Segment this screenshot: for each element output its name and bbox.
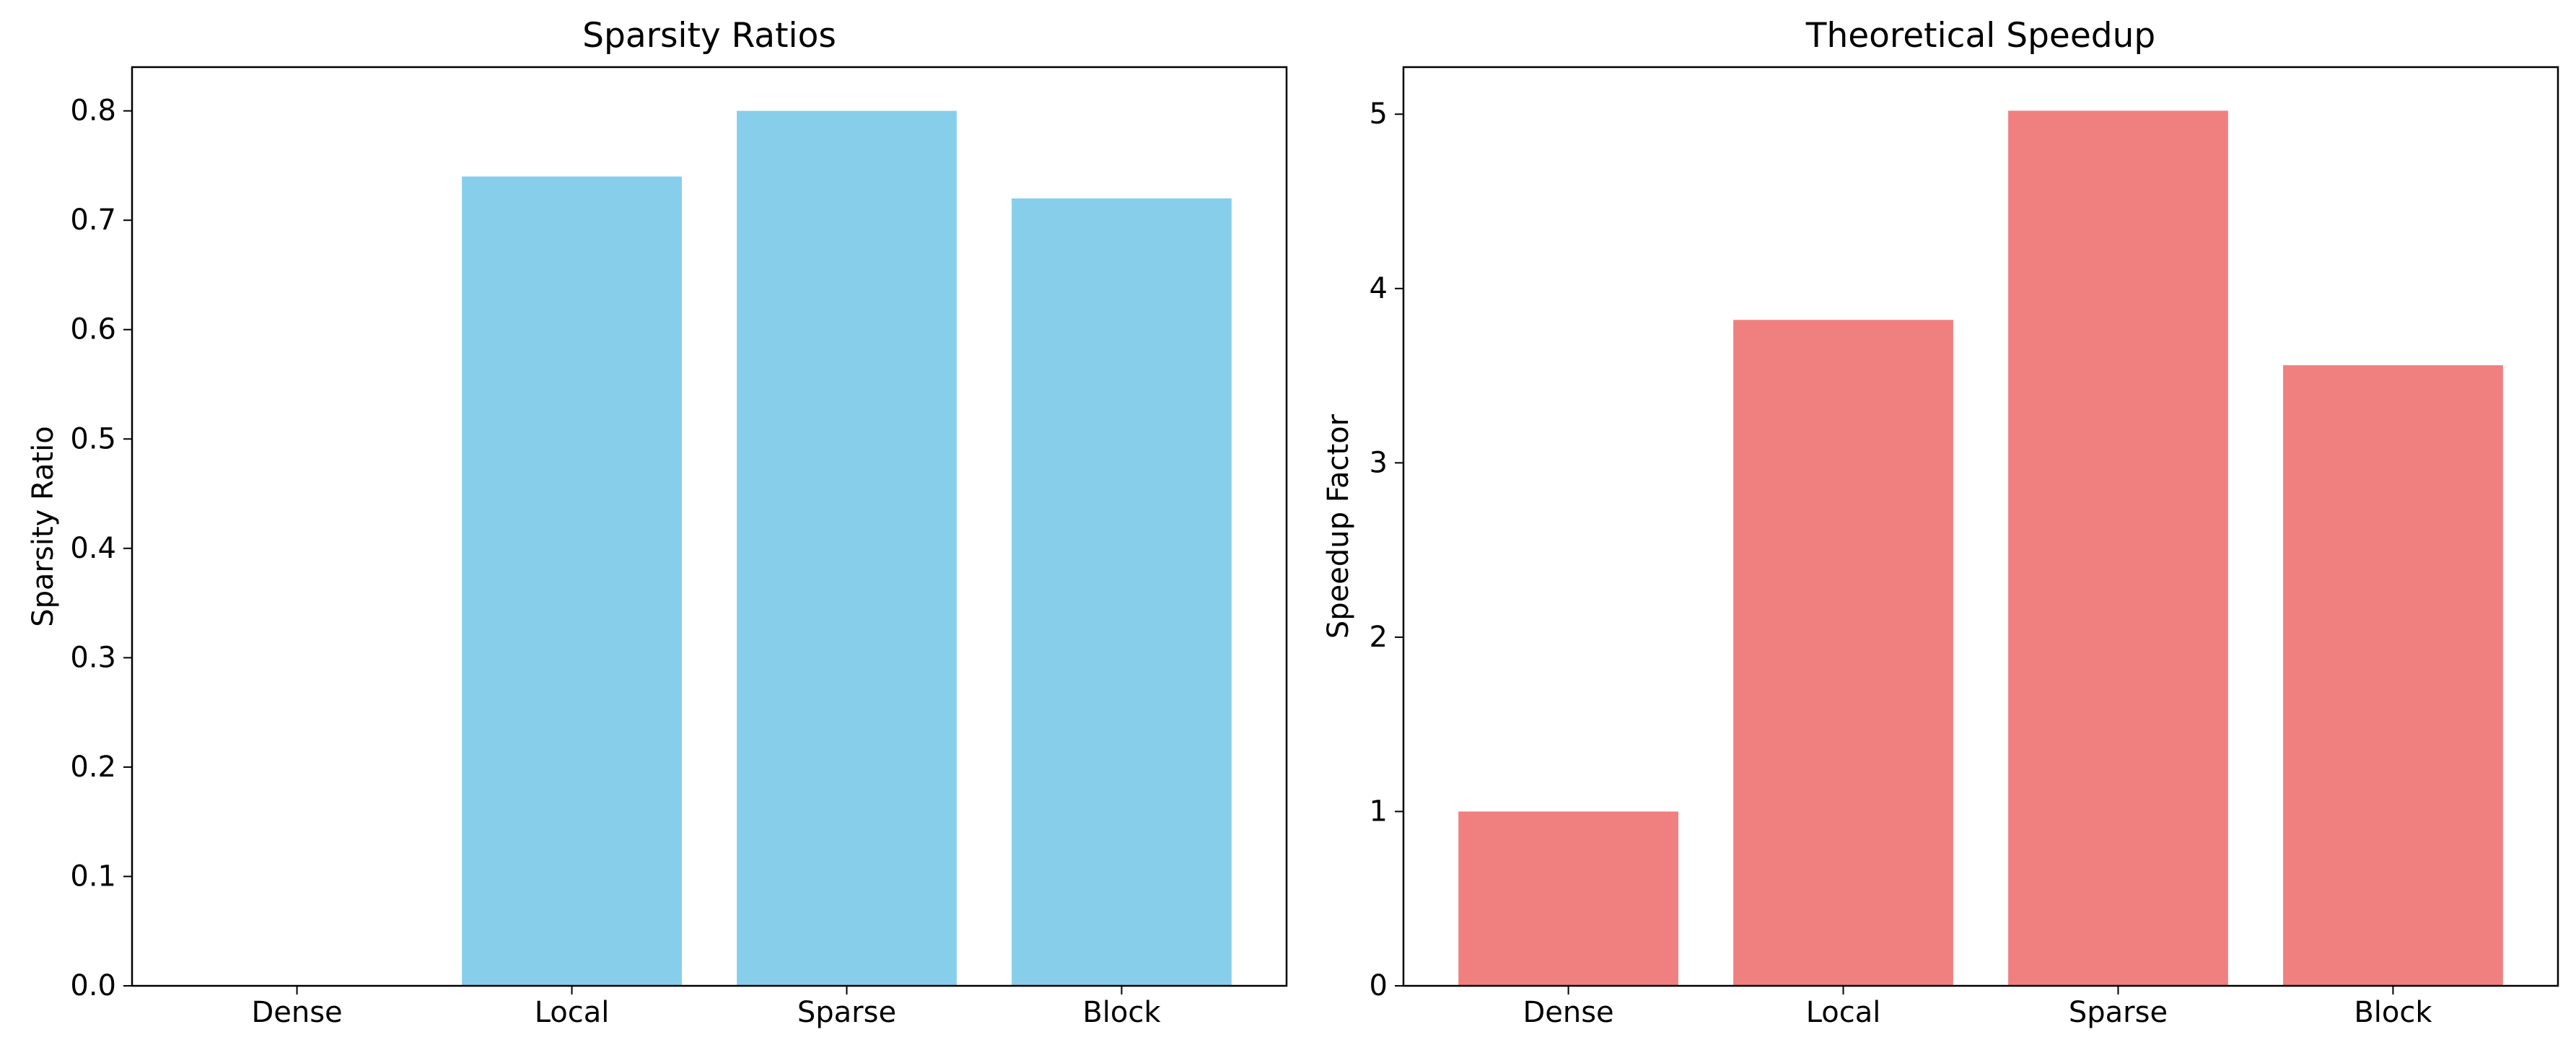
x-tick-label-sparse: Sparse [797, 996, 896, 1029]
y-axis-label: Sparsity Ratio [27, 426, 60, 626]
x-tick-label-dense: Dense [1523, 996, 1613, 1029]
x-tick-label-sparse: Sparse [2069, 996, 2168, 1029]
y-tick-label: 0 [1370, 969, 1388, 1002]
bar-dense [1458, 811, 1678, 986]
x-tick-label-local: Local [535, 996, 610, 1029]
bar-sparse [737, 110, 957, 986]
y-axis-label: Speedup Factor [1322, 414, 1355, 639]
y-tick-label: 0.2 [70, 751, 116, 784]
y-tick-label: 0.7 [70, 204, 116, 237]
x-tick-label-block: Block [2354, 996, 2432, 1029]
axes-frame [131, 66, 1288, 987]
bar-block [1012, 198, 1232, 986]
chart-title: Theoretical Speedup [1805, 16, 2155, 56]
x-tick-label-block: Block [1082, 996, 1161, 1029]
y-tick-label: 0.8 [70, 95, 116, 128]
y-tick-label: 2 [1370, 621, 1388, 654]
chart-title: Sparsity Ratios [582, 16, 836, 56]
y-tick-label: 0.4 [70, 532, 116, 565]
bar-sparse [2008, 110, 2228, 986]
y-tick-label: 0.1 [70, 860, 116, 893]
x-tick-label-local: Local [1806, 996, 1881, 1029]
bar-local [1733, 320, 1953, 986]
chart-panel-1: 0 1 2 3 4 5 Dense Local Sparse Block Theoretical S… [1322, 16, 2559, 1029]
y-tick-label: 5 [1370, 97, 1388, 131]
y-tick-label: 1 [1370, 795, 1388, 828]
y-tick-label: 4 [1370, 272, 1388, 305]
y-tick-label: 0.5 [70, 422, 116, 455]
y-tick-label: 3 [1370, 446, 1388, 479]
charts-root: 0.0 0.1 0.2 0.3 0.4 0.5 0.6 0.7 0.8 Dense Local Spa… [27, 16, 2559, 1029]
bar-local [462, 176, 682, 986]
x-tick-label-dense: Dense [251, 996, 342, 1029]
axes-frame [1402, 66, 2559, 987]
y-tick-label: 0.3 [70, 641, 116, 674]
y-tick-label: 0.0 [70, 969, 116, 1002]
y-tick-label: 0.6 [70, 313, 116, 346]
chart-panel-0: 0.0 0.1 0.2 0.3 0.4 0.5 0.6 0.7 0.8 Dense Local Spa… [27, 16, 1288, 1029]
bar-block [2283, 365, 2503, 986]
